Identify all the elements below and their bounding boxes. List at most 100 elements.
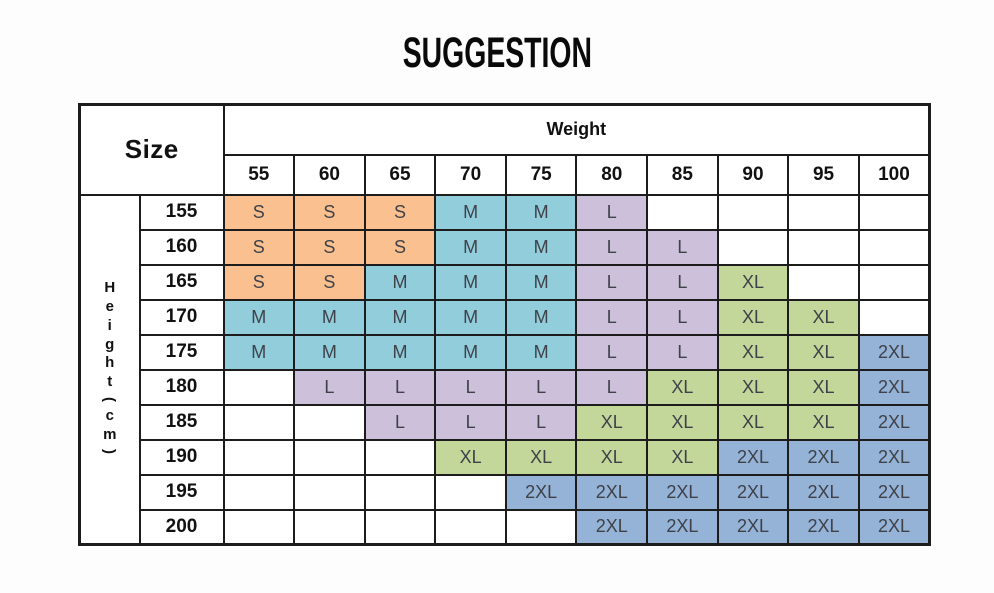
cell-190-100-2XL: 2XL	[857, 438, 931, 476]
height-value-200: 200	[138, 508, 225, 546]
cell-180-75-L: L	[504, 368, 578, 406]
height-row-190: 190 XL XL XL XL 2XL 2XL 2XL	[80, 438, 931, 476]
cell-195-75-2XL: 2XL	[504, 473, 578, 511]
cell-170-60-M: M	[293, 298, 366, 336]
cell-180-100-2XL: 2XL	[857, 368, 931, 406]
cell-195-70-empty	[434, 473, 507, 511]
height-label-char: (	[101, 396, 119, 402]
cell-165-70-M: M	[434, 263, 507, 301]
cell-155-65-S: S	[363, 193, 437, 231]
cell-180-85-XL: XL	[646, 368, 719, 406]
weight-header-75: 75	[504, 153, 578, 196]
cell-155-90-empty	[716, 193, 790, 231]
cell-185-90-XL: XL	[716, 403, 790, 441]
cell-185-100-2XL: 2XL	[857, 403, 931, 441]
cell-155-70-M: M	[434, 193, 507, 231]
cell-190-85-XL: XL	[646, 438, 719, 476]
weight-values-row: 55 60 65 70 75 80 85 90 95 100	[80, 153, 931, 196]
height-label-char: m	[103, 425, 117, 443]
height-row-165: 165 S S M M M L L XL	[80, 263, 931, 301]
cell-175-65-M: M	[363, 333, 437, 371]
height-value-180: 180	[138, 368, 225, 406]
height-label-char: h	[105, 354, 115, 372]
cell-180-55-empty	[222, 368, 296, 406]
cell-170-75-M: M	[504, 298, 578, 336]
cell-160-100-empty	[857, 228, 931, 266]
cell-195-80-2XL: 2XL	[575, 473, 649, 511]
height-value-195: 195	[138, 473, 225, 511]
cell-185-55-empty	[222, 403, 296, 441]
cell-165-75-M: M	[504, 263, 578, 301]
cell-170-100-empty	[857, 298, 931, 336]
weight-header-55: 55	[222, 153, 296, 196]
cell-155-60-S: S	[293, 193, 366, 231]
cell-165-60-S: S	[293, 263, 366, 301]
cell-165-95-empty	[787, 263, 860, 301]
height-label-char: e	[105, 298, 114, 315]
cell-190-75-XL: XL	[504, 438, 578, 476]
height-row-200: 200 2XL 2XL 2XL 2XL 2XL	[80, 508, 931, 546]
cell-165-85-L: L	[646, 263, 719, 301]
cell-200-65-empty	[363, 508, 437, 546]
weight-header-65: 65	[363, 153, 437, 196]
cell-160-60-S: S	[293, 228, 366, 266]
cell-155-95-empty	[787, 193, 860, 231]
cell-160-55-S: S	[222, 228, 296, 266]
cell-165-55-S: S	[222, 263, 296, 301]
weight-header-70: 70	[434, 153, 507, 196]
cell-180-80-L: L	[575, 368, 649, 406]
weight-header-90: 90	[716, 153, 790, 196]
height-label-char: )	[101, 449, 119, 455]
cell-175-75-M: M	[504, 333, 578, 371]
cell-200-90-2XL: 2XL	[716, 508, 790, 546]
page-title: SUGGESTION	[402, 28, 592, 77]
cell-200-70-empty	[434, 508, 507, 546]
weight-header-95: 95	[787, 153, 860, 196]
cell-160-95-empty	[787, 228, 860, 266]
cell-190-80-XL: XL	[575, 438, 649, 476]
cell-165-90-XL: XL	[716, 263, 790, 301]
cell-200-75-empty	[504, 508, 578, 546]
cell-170-70-M: M	[434, 298, 507, 336]
weight-header-80: 80	[575, 153, 649, 196]
cell-200-85-2XL: 2XL	[646, 508, 719, 546]
height-row-185: 185 L L L XL XL XL XL 2XL	[80, 403, 931, 441]
cell-185-80-XL: XL	[575, 403, 649, 441]
cell-190-60-empty	[293, 438, 366, 476]
height-value-175: 175	[138, 333, 225, 371]
cell-170-85-L: L	[646, 298, 719, 336]
height-label-char: H	[104, 279, 116, 297]
cell-175-100-2XL: 2XL	[857, 333, 931, 371]
cell-170-95-XL: XL	[787, 298, 860, 336]
cell-180-65-L: L	[363, 368, 437, 406]
cell-195-55-empty	[222, 473, 296, 511]
cell-180-60-L: L	[293, 368, 366, 406]
cell-190-55-empty	[222, 438, 296, 476]
cell-155-100-empty	[857, 193, 931, 231]
cell-155-55-S: S	[222, 193, 296, 231]
height-value-190: 190	[138, 438, 225, 476]
height-row-195: 195 2XL 2XL 2XL 2XL 2XL 2XL	[80, 473, 931, 511]
cell-165-65-M: M	[363, 263, 437, 301]
cell-190-65-empty	[363, 438, 437, 476]
cell-195-65-empty	[363, 473, 437, 511]
cell-170-65-M: M	[363, 298, 437, 336]
height-label-char: g	[105, 335, 115, 353]
cell-170-90-XL: XL	[716, 298, 790, 336]
cell-175-80-L: L	[575, 333, 649, 371]
cell-185-85-XL: XL	[646, 403, 719, 441]
cell-160-75-M: M	[504, 228, 578, 266]
cell-195-100-2XL: 2XL	[857, 473, 931, 511]
weight-header-85: 85	[646, 153, 719, 196]
cell-180-90-XL: XL	[716, 368, 790, 406]
weight-header-100: 100	[857, 153, 931, 196]
height-value-165: 165	[138, 263, 225, 301]
size-header-cell: Size	[78, 103, 225, 196]
cell-175-70-M: M	[434, 333, 507, 371]
cell-155-75-M: M	[504, 193, 578, 231]
cell-200-80-2XL: 2XL	[575, 508, 649, 546]
title-container: SUGGESTION	[0, 26, 994, 80]
